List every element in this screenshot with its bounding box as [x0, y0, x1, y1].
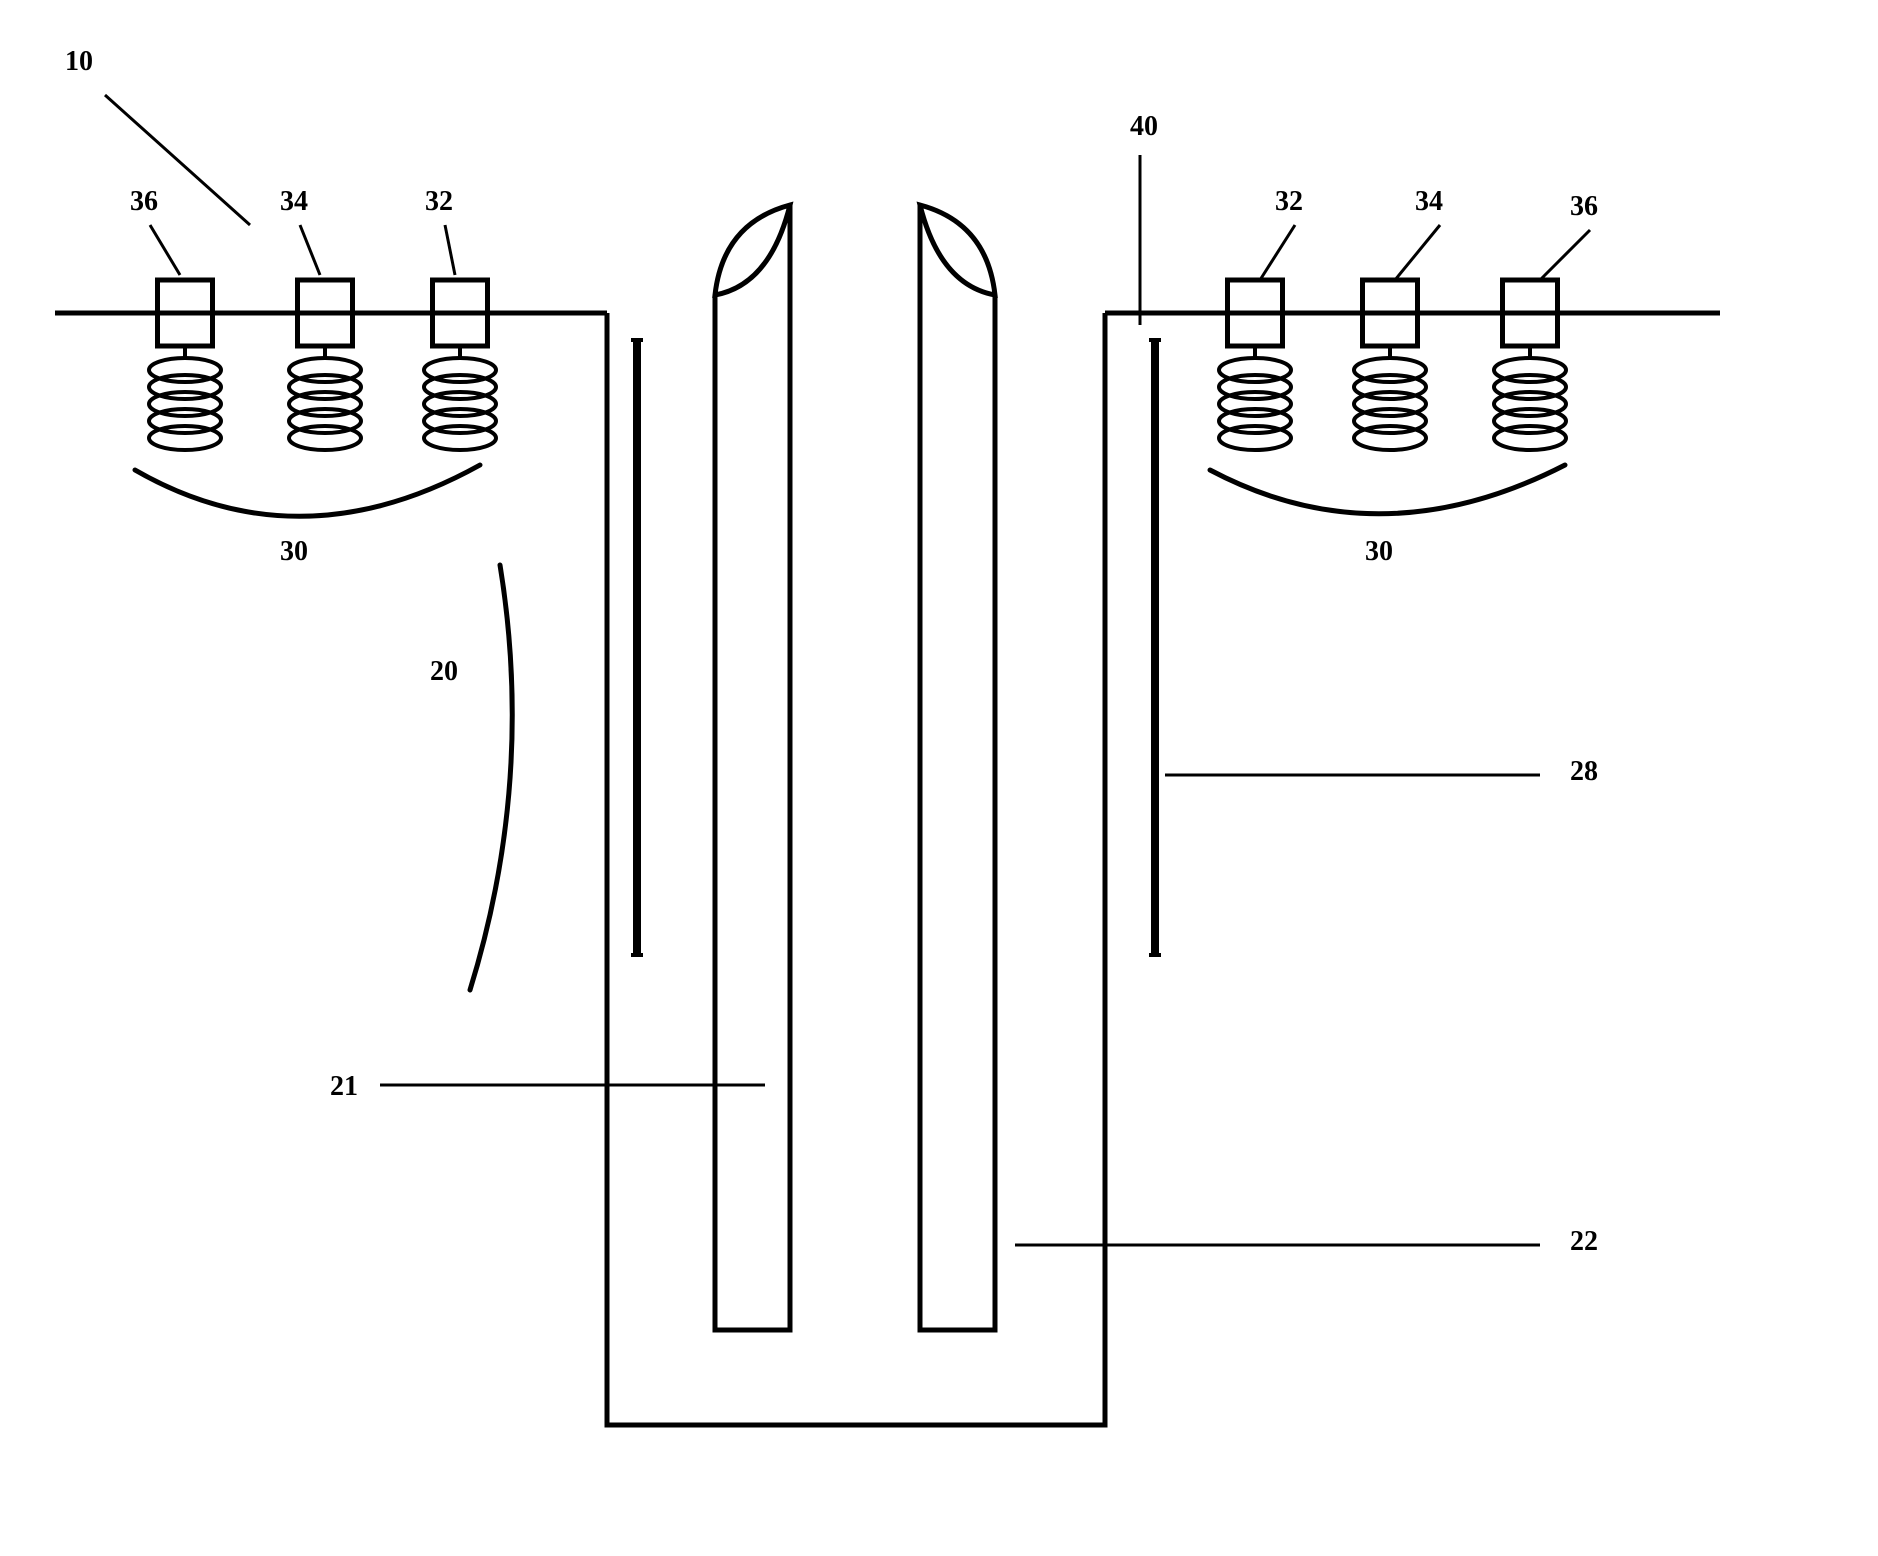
label-L28: 28 [1570, 756, 1598, 787]
arc-A20 [470, 565, 512, 990]
leader-L36R [1540, 230, 1590, 280]
label-L30L: 30 [280, 536, 308, 567]
tube-right-body [920, 205, 995, 1330]
label-L32R: 32 [1275, 186, 1303, 217]
label-L30R: 30 [1365, 536, 1393, 567]
label-L36R: 36 [1570, 191, 1598, 222]
arc-A30R [1210, 465, 1565, 514]
label-L32L: 32 [425, 186, 453, 217]
leader-L34L [300, 225, 320, 275]
label-L34R: 34 [1415, 186, 1443, 217]
label-L20: 20 [430, 656, 458, 687]
label-L36L: 36 [130, 186, 158, 217]
label-L40: 40 [1130, 111, 1158, 142]
label-L22: 22 [1570, 1226, 1598, 1257]
leader-L10 [105, 95, 250, 225]
solenoid-coil-S36L-4 [149, 426, 221, 450]
solenoid-coil-S36R-4 [1494, 426, 1566, 450]
tube-left-mouth [715, 205, 790, 295]
leader-L32L [445, 225, 455, 275]
solenoid-coil-S34R-4 [1354, 426, 1426, 450]
tube-left-body [715, 205, 790, 1330]
label-L10: 10 [65, 46, 93, 77]
leader-L36L [150, 225, 180, 275]
leader-L34R [1395, 225, 1440, 280]
tube-right-mouth [920, 205, 995, 295]
solenoid-coil-S32L-4 [424, 426, 496, 450]
leader-L32R [1260, 225, 1295, 280]
arc-A30L [135, 465, 480, 516]
frame-u-outer [607, 313, 1105, 1425]
solenoid-coil-S34L-4 [289, 426, 361, 450]
label-L34L: 34 [280, 186, 308, 217]
label-L21: 21 [330, 1071, 358, 1102]
solenoid-coil-S32R-4 [1219, 426, 1291, 450]
